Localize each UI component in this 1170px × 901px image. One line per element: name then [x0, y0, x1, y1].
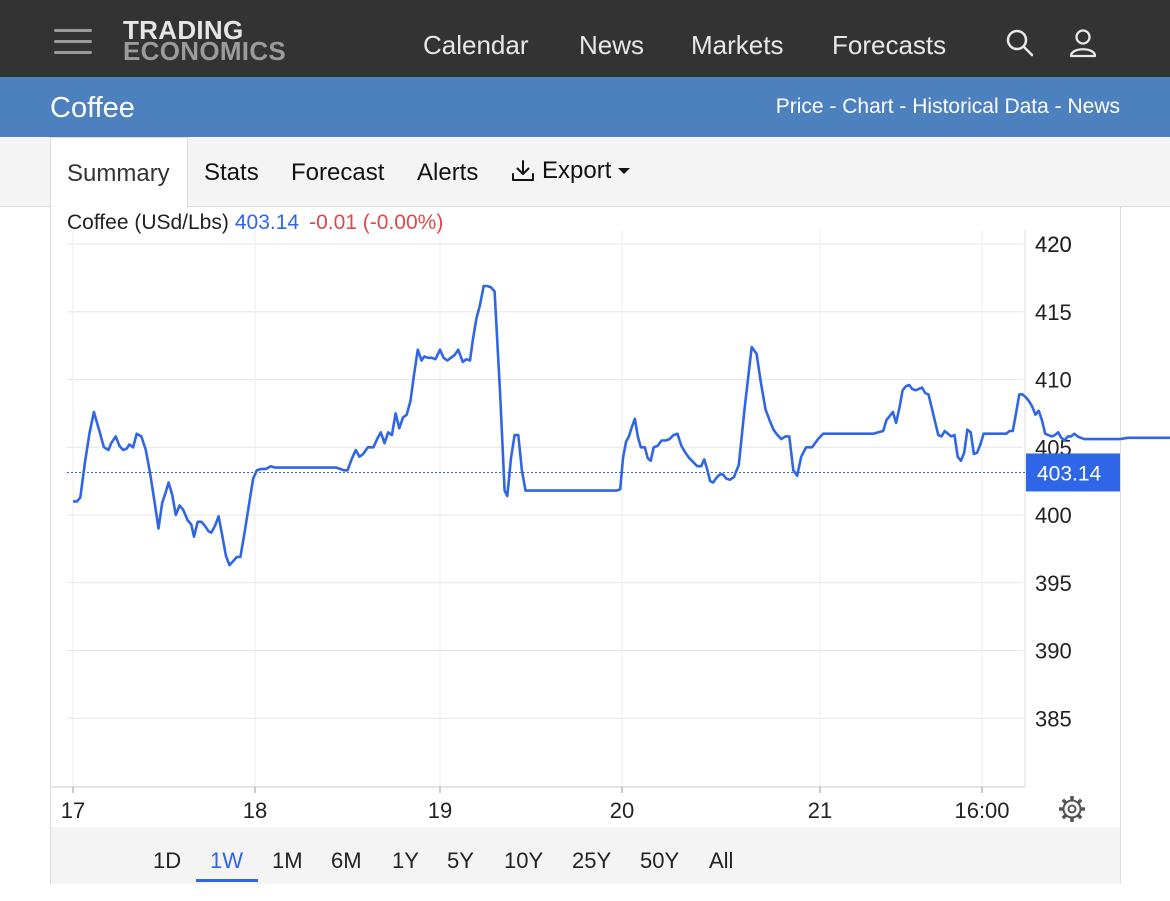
y-tick-label: 400: [1035, 503, 1072, 528]
link-chart[interactable]: Chart: [842, 95, 894, 118]
tab-stats[interactable]: Stats: [204, 159, 259, 186]
logo-line-1: TRADING: [123, 15, 244, 45]
x-tick-label: 19: [428, 798, 452, 823]
caret-down-icon: [618, 168, 631, 174]
link-price[interactable]: Price: [775, 95, 824, 118]
nav-forecasts[interactable]: Forecasts: [832, 30, 947, 60]
link-historical-data[interactable]: Historical Data: [912, 95, 1049, 118]
active-range-underline: [196, 879, 258, 882]
y-tick-label: 415: [1035, 300, 1072, 325]
last-price-box: [1026, 453, 1120, 492]
export-label: Export: [542, 157, 612, 184]
price-series-line: [73, 284, 1170, 567]
tab-forecast[interactable]: Forecast: [291, 159, 385, 186]
logo-line-2: ECONOMICS: [123, 36, 287, 67]
range-1y[interactable]: 1Y: [392, 848, 419, 873]
settings-gear-icon[interactable]: [1059, 796, 1085, 822]
last-price-label: 403.14: [1037, 462, 1102, 485]
page-title-bar: Coffee Price - Chart - Historical Data -…: [0, 77, 1170, 137]
y-tick-label: 410: [1035, 368, 1072, 393]
y-tick-label: 390: [1035, 639, 1072, 664]
range-1m[interactable]: 1M: [272, 848, 303, 873]
range-50y[interactable]: 50Y: [640, 848, 680, 873]
x-tick-label: 16:00: [954, 798, 1009, 823]
range-selector: 1D 1W 1M 6M 1Y 5Y 10Y 25Y 50Y All: [51, 827, 1120, 884]
x-tick-label: 20: [610, 798, 634, 823]
search-icon[interactable]: [1005, 28, 1035, 58]
x-tick-label: 18: [243, 798, 267, 823]
range-1w[interactable]: 1W: [210, 848, 243, 873]
section-links: Price - Chart - Historical Data - News: [776, 95, 1120, 119]
link-separator: -: [823, 95, 843, 118]
link-separator: -: [893, 95, 913, 118]
range-6m[interactable]: 6M: [331, 848, 362, 873]
nav-news[interactable]: News: [579, 30, 645, 60]
x-tick-label: 21: [808, 798, 832, 823]
y-tick-label: 420: [1035, 232, 1072, 257]
x-tick-label: 17: [61, 798, 85, 823]
chart-grid: [51, 230, 1026, 788]
download-icon: [512, 160, 534, 181]
hamburger-menu-icon[interactable]: [54, 27, 92, 57]
range-1d[interactable]: 1D: [153, 848, 182, 873]
tab-alerts[interactable]: Alerts: [417, 159, 479, 186]
range-25y[interactable]: 25Y: [572, 848, 612, 873]
range-all[interactable]: All: [709, 848, 734, 873]
x-axis-ticks: 17 18 19 20 21 16:00: [61, 787, 1010, 823]
export-dropdown[interactable]: Export: [510, 157, 632, 185]
tab-summary-label: Summary: [67, 160, 170, 187]
site-logo[interactable]: TRADING ECONOMICS: [123, 15, 287, 67]
legend-series-name: Coffee (USd/Lbs): [67, 211, 229, 234]
nav-markets[interactable]: Markets: [691, 30, 784, 60]
y-tick-label: 385: [1035, 706, 1072, 731]
y-tick-label: 420: [1035, 232, 1072, 257]
top-navigation-bar: TRADING ECONOMICS Calendar News Markets …: [0, 0, 1170, 77]
nav-calendar[interactable]: Calendar: [423, 30, 529, 60]
range-5y[interactable]: 5Y: [447, 848, 474, 873]
legend-price: 403.14: [234, 211, 300, 234]
tab-summary[interactable]: Summary: [50, 137, 188, 208]
y-tick-label: 395: [1035, 571, 1072, 596]
chart-legend: Coffee (USd/Lbs) 403.14 -0.01 (-0.00%): [67, 211, 443, 235]
link-news[interactable]: News: [1067, 95, 1120, 118]
page-title: Coffee: [50, 92, 135, 124]
user-icon[interactable]: [1068, 28, 1098, 58]
legend-change: -0.01 (-0.00%): [309, 211, 444, 234]
range-10y[interactable]: 10Y: [504, 848, 544, 873]
tab-strip: Summary Stats Forecast Alerts Export: [0, 137, 1170, 208]
link-separator: -: [1048, 95, 1068, 118]
